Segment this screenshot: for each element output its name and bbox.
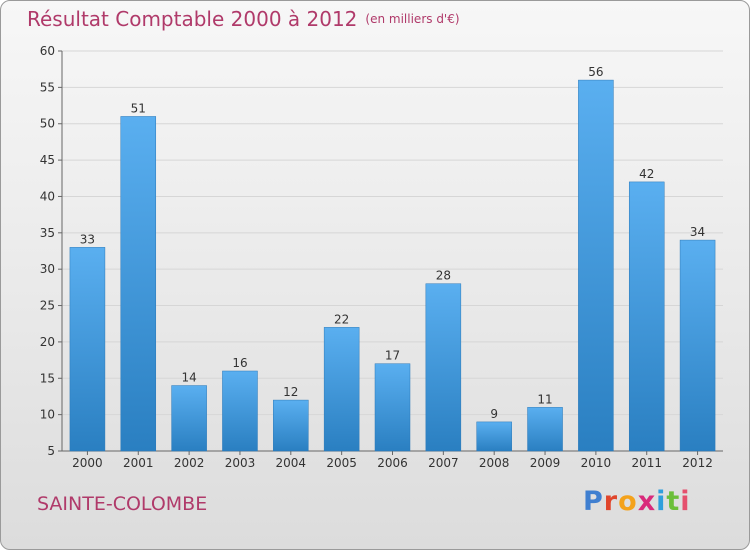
logo-letter: x <box>637 486 657 517</box>
axes: 5 10 15 20 25 30 35 40 45 50 55 60 2000 2001 2002 2003 2… <box>40 44 723 470</box>
place-name: SAINTE-COLOMBE <box>37 493 208 515</box>
y-tick-label-60: 60 <box>40 44 55 58</box>
y-tick-label-25: 25 <box>40 299 55 313</box>
y-tick-label-15: 15 <box>40 371 55 385</box>
bar-2006 <box>374 363 411 452</box>
y-tick-label-45: 45 <box>40 153 55 167</box>
y-tick-label-35: 35 <box>40 226 55 240</box>
x-tick-label-2002: 2002 <box>174 456 205 470</box>
bar-2008 <box>476 421 512 452</box>
logo-letter: t <box>666 486 681 517</box>
logo-letter: i <box>656 486 667 517</box>
data-label-2003: 16 <box>232 356 247 370</box>
bar-2012 <box>679 239 716 452</box>
x-tick-label-2010: 2010 <box>581 456 612 470</box>
bar-2002 <box>171 385 207 452</box>
chart-title: Résultat Comptable 2000 à 2012 (en millie… <box>27 7 460 31</box>
chart-unit-label: (en milliers d'€) <box>365 12 460 26</box>
y-tick-label-30: 30 <box>40 262 55 276</box>
bar-2005 <box>323 327 360 452</box>
y-tick-label-55: 55 <box>40 80 55 94</box>
bar-2009 <box>527 407 563 452</box>
data-labels: 33 51 14 16 12 22 17 28 9 11 56 42 34 <box>80 65 705 421</box>
x-tick-label-2000: 2000 <box>72 456 103 470</box>
data-label-2007: 28 <box>436 269 451 283</box>
data-label-2012: 34 <box>690 225 705 239</box>
proxiti-logo: Proxiti <box>583 486 691 517</box>
logo-letter: P <box>583 486 604 517</box>
y-tick-label-10: 10 <box>40 408 55 422</box>
x-tick-label-2005: 2005 <box>326 456 357 470</box>
data-label-2009: 11 <box>537 392 552 406</box>
logo-letter: i <box>680 486 691 517</box>
x-tick-label-2012: 2012 <box>682 456 713 470</box>
data-label-2010: 56 <box>588 65 603 79</box>
x-tick-label-2004: 2004 <box>276 456 307 470</box>
x-tick-label-2006: 2006 <box>377 456 408 470</box>
bar-2010 <box>578 79 614 452</box>
y-tick-label-5: 5 <box>47 444 55 458</box>
data-label-2006: 17 <box>385 349 400 363</box>
logo-letter: o <box>618 486 638 517</box>
data-label-2000: 33 <box>80 232 95 246</box>
bar-2011 <box>628 181 665 452</box>
data-label-2005: 22 <box>334 312 349 326</box>
y-tick-label-40: 40 <box>40 189 55 203</box>
data-label-2002: 14 <box>181 371 196 385</box>
chart-title-text: Résultat Comptable 2000 à 2012 <box>27 7 358 31</box>
x-tick-label-2008: 2008 <box>479 456 510 470</box>
data-label-2001: 51 <box>131 101 146 115</box>
bar-2007 <box>425 283 462 452</box>
x-tick-label-2003: 2003 <box>225 456 256 470</box>
bars <box>69 79 716 452</box>
logo-letter: r <box>603 486 619 517</box>
y-tick-label-20: 20 <box>40 335 55 349</box>
bar-2004 <box>273 399 309 452</box>
data-label-2011: 42 <box>639 167 654 181</box>
x-tick-label-2001: 2001 <box>123 456 154 470</box>
x-tick-label-2009: 2009 <box>530 456 561 470</box>
bar-2003 <box>222 370 258 452</box>
x-tick-label-2007: 2007 <box>428 456 459 470</box>
x-tick-label-2011: 2011 <box>631 456 662 470</box>
data-label-2008: 9 <box>490 407 498 421</box>
bar-2000 <box>69 247 106 452</box>
y-tick-label-50: 50 <box>40 117 55 131</box>
bar-2001 <box>120 116 157 452</box>
data-label-2004: 12 <box>283 385 298 399</box>
